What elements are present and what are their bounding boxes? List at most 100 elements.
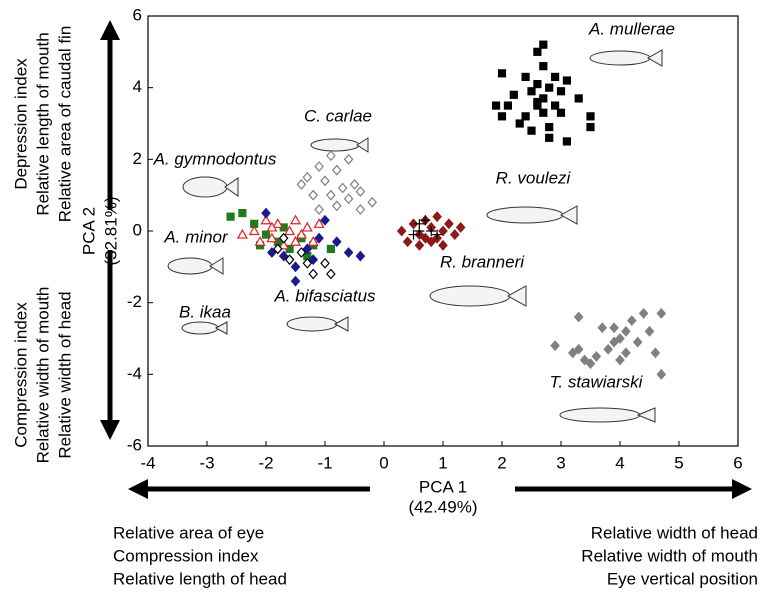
x-neg-note: Relative area of eye (113, 523, 264, 542)
point (626, 315, 637, 326)
point (615, 333, 625, 344)
point (331, 236, 342, 248)
point (320, 175, 330, 187)
point (533, 79, 542, 89)
point (573, 311, 584, 323)
point (539, 108, 548, 117)
point (515, 119, 524, 128)
point (301, 221, 313, 232)
x-pos-note: Eye vertical position (607, 569, 758, 588)
species-label: A. mullerae (588, 19, 675, 38)
point (313, 218, 325, 228)
point (603, 343, 614, 355)
point (226, 212, 235, 221)
point (408, 218, 419, 230)
point (579, 354, 590, 366)
point (261, 207, 271, 219)
point (295, 228, 307, 239)
x-tick-label: 0 (379, 453, 388, 472)
point (586, 112, 595, 121)
point (656, 368, 667, 380)
point (308, 189, 319, 201)
point (320, 214, 330, 226)
point (331, 164, 342, 176)
x-tick-label: 6 (733, 453, 742, 472)
species-label: T. stawiarski (550, 372, 644, 391)
point (455, 222, 466, 233)
species-label: R. branneri (440, 252, 525, 271)
point (302, 257, 313, 269)
point (621, 325, 631, 337)
species-label: A. minor (163, 227, 229, 246)
y-tick-label: 2 (133, 149, 142, 168)
point (497, 69, 507, 78)
point (254, 236, 266, 246)
y-neg-note: Relative width of head (55, 291, 74, 458)
point (248, 225, 260, 236)
x-axis-label: PCA 1 (419, 477, 467, 496)
point (609, 336, 619, 348)
point (509, 90, 518, 99)
point (266, 232, 278, 243)
fish-sketches (167, 49, 663, 423)
y-axis-label: (32.81%) (101, 197, 120, 266)
point (444, 218, 454, 230)
point (272, 243, 283, 255)
point (261, 230, 271, 239)
point (545, 133, 554, 142)
point (527, 126, 536, 135)
species-label: C. carlae (304, 106, 372, 125)
point (296, 247, 307, 258)
point (556, 108, 566, 117)
point (408, 229, 419, 240)
point (420, 232, 431, 244)
point (284, 225, 296, 236)
point (449, 229, 460, 240)
x-pos-note: Relative width of mouth (581, 546, 758, 565)
point (343, 193, 354, 205)
point (562, 76, 572, 85)
y-tick-label: -4 (127, 364, 142, 383)
point (573, 343, 584, 355)
point (355, 204, 366, 215)
point (414, 226, 425, 236)
y-neg-note: Relative width of mouth (33, 287, 52, 464)
point (539, 62, 548, 71)
point (527, 87, 536, 96)
point (236, 228, 248, 239)
point (337, 182, 348, 194)
point (539, 40, 548, 49)
point (533, 47, 542, 56)
point (326, 244, 335, 254)
y-neg-note: Compression index (11, 302, 30, 448)
x-tick-label: 1 (438, 453, 447, 472)
y-pos-note: Relative area of caudal fin (55, 26, 74, 223)
point (420, 215, 431, 226)
y-tick-label: 0 (133, 220, 142, 239)
point (267, 247, 277, 258)
point (503, 101, 512, 110)
x-tick-label: 3 (556, 453, 565, 472)
point (556, 87, 566, 96)
x-tick-label: -2 (258, 453, 273, 472)
x-tick-label: 5 (674, 453, 683, 472)
point (497, 112, 507, 121)
point (278, 239, 290, 250)
point (260, 214, 272, 225)
point (644, 325, 655, 337)
point (367, 196, 378, 208)
point (349, 179, 360, 190)
point (314, 232, 324, 244)
point (586, 122, 595, 132)
point (396, 225, 407, 237)
point (355, 186, 366, 197)
x-pos-note: Relative width of head (591, 523, 758, 542)
point (296, 179, 307, 190)
point (278, 232, 289, 244)
point (343, 153, 354, 165)
y-tick-label: 4 (133, 77, 142, 96)
point (438, 239, 448, 251)
point (290, 261, 301, 273)
point (414, 239, 425, 251)
